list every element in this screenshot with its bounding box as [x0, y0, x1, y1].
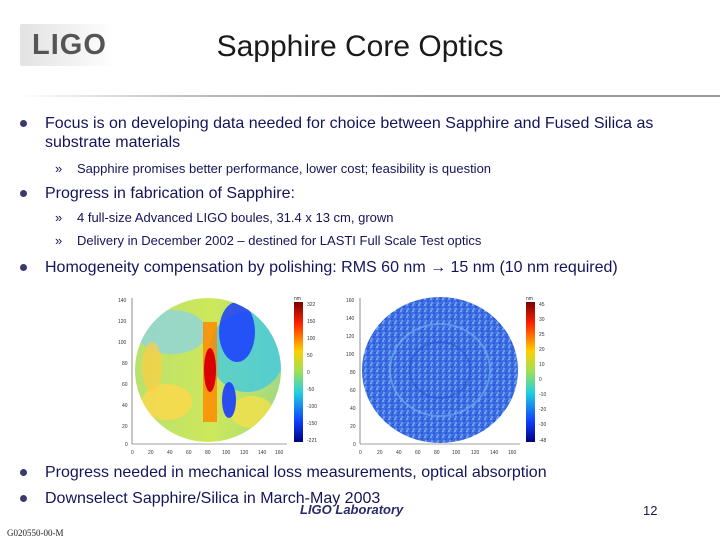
x-tick-label: 60: [186, 450, 192, 456]
x-tick-label: 140: [258, 450, 267, 456]
x-tick-label: 80: [205, 450, 211, 456]
colorbar-label: 20: [539, 347, 545, 353]
colorbar-label: 50: [307, 353, 313, 359]
logo-text: LIGO: [32, 29, 107, 61]
bullet-icon: [20, 495, 27, 502]
colorbar-label: -50: [307, 387, 314, 393]
bullet-icon: [20, 469, 27, 476]
sub-bullet-item: » Delivery in December 2002 – destined fo…: [55, 233, 481, 248]
colorbar: [294, 302, 303, 442]
surface-map: [135, 298, 281, 442]
axes-frame: [131, 298, 287, 445]
bullet-text: Focus is on developing data needed for c…: [45, 115, 654, 151]
document-id: G020550-00-M: [7, 528, 64, 538]
colorbar-label: 0: [307, 370, 310, 376]
y-tick-label: 60: [350, 388, 356, 394]
y-tick-label: 120: [118, 319, 127, 325]
y-tick-label: 20: [122, 424, 128, 430]
x-tick-label: 20: [148, 450, 154, 456]
colorbar-label: 150: [307, 319, 316, 325]
x-tick-label: 120: [240, 450, 249, 456]
x-tick-label: 0: [131, 450, 134, 456]
x-tick-label: 80: [434, 450, 440, 456]
x-tick-label: 120: [471, 450, 480, 456]
bullet-text: Downselect Sapphire/Silica in March-May …: [45, 490, 381, 507]
colorbar-unit: nm: [526, 296, 533, 302]
y-tick-label: 40: [350, 406, 356, 412]
axes-frame: [359, 298, 520, 445]
y-tick-label: 80: [122, 361, 128, 367]
y-tick-label: 80: [350, 370, 356, 376]
colorbar-label: 0: [539, 377, 542, 383]
y-tick-label: 140: [118, 298, 127, 304]
logo-background: [20, 24, 115, 66]
colorbar-label: -221: [307, 438, 317, 444]
sub-bullet-item: » Sapphire promises better performance, l…: [55, 161, 491, 176]
sub-bullet-text: Sapphire promises better performance, lo…: [77, 161, 492, 176]
colorbar-label: 30: [539, 317, 545, 323]
colorbar-label: -30: [539, 422, 546, 428]
x-tick-label: 100: [222, 450, 231, 456]
y-tick-label: 60: [122, 382, 128, 388]
sub-bullet-text: 4 full-size Advanced LIGO boules, 31.4 x…: [77, 210, 394, 225]
sub-bullet-text: Delivery in December 2002 – destined for…: [77, 233, 482, 248]
colorbar-label: 322: [307, 302, 316, 308]
sub-bullet-marker: »: [55, 233, 63, 248]
bullet-icon: [20, 264, 27, 271]
y-tick-label: 100: [346, 352, 355, 358]
colorbar-label: -100: [307, 404, 317, 410]
title-divider: [20, 95, 720, 97]
colorbar-label: -150: [307, 421, 317, 427]
y-tick-label: 100: [118, 340, 127, 346]
colorbar-label: 100: [307, 336, 316, 342]
colorbar-label: 45: [539, 302, 545, 308]
x-tick-label: 160: [508, 450, 517, 456]
x-tick-label: 40: [167, 450, 173, 456]
y-tick-label: 160: [346, 298, 355, 304]
colorbar-label: 10: [539, 362, 545, 368]
colorbar-label: -10: [539, 392, 546, 398]
sub-bullet-marker: »: [55, 210, 63, 225]
surface-map: [362, 297, 518, 443]
sub-bullet-item: » 4 full-size Advanced LIGO boules, 31.4 …: [55, 210, 394, 225]
bullet-text: Homogeneity compensation by polishing: R…: [45, 259, 618, 276]
ligo-logo: LIGO: [20, 24, 115, 66]
x-tick-label: 100: [452, 450, 461, 456]
y-tick-label: 0: [125, 442, 128, 448]
y-tick-label: 40: [122, 403, 128, 409]
y-tick-label: 120: [346, 334, 355, 340]
y-tick-label: 20: [350, 424, 356, 430]
colorbar-label: -48: [539, 438, 546, 444]
x-tick-label: 40: [396, 450, 402, 456]
x-tick-label: 140: [490, 450, 499, 456]
colorbar: [526, 302, 535, 442]
slide-title: Sapphire Core Optics: [216, 30, 504, 63]
colorbar-unit: nm: [294, 296, 301, 302]
x-tick-label: 20: [377, 450, 383, 456]
y-tick-label: 0: [353, 442, 356, 448]
x-tick-label: 160: [275, 450, 284, 456]
y-tick-label: 140: [346, 316, 355, 322]
bullet-text: Progress needed in mechanical loss measu…: [45, 464, 547, 481]
x-tick-label: 60: [415, 450, 421, 456]
colorbar-label: -20: [539, 407, 546, 413]
footer-lab-name: LIGO Laboratory: [300, 502, 404, 517]
page-number: 12: [643, 503, 658, 518]
sub-bullet-marker: »: [55, 161, 63, 176]
x-tick-label: 0: [359, 450, 362, 456]
homogeneity-map-before: 140 120 100 80 60 40 20 0 0 20 40 60 80 …: [118, 296, 317, 456]
bullet-icon: [20, 190, 27, 197]
colorbar-label: 25: [539, 332, 545, 338]
bullet-icon: [20, 120, 27, 127]
bullet-text: Progress in fabrication of Sapphire:: [45, 185, 295, 202]
homogeneity-map-after: 160 140 120 100 80 60 40 20 0 0 20 40 60…: [346, 296, 546, 456]
